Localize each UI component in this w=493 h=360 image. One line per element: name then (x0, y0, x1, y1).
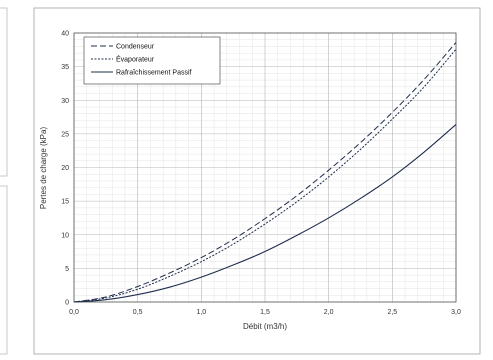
y-tick-label: 30 (61, 98, 69, 105)
y-tick-label: 0 (65, 300, 69, 307)
tick-labels: 0,0 0,5 1,0 1,5 2,0 2,5 3,0 0 5 10 15 20 25 30 35 40 (61, 31, 461, 317)
plot-area-border (73, 32, 457, 303)
y-tick-label: 15 (61, 199, 69, 206)
legend-label-3: Rafraîchissement Passif (116, 70, 192, 77)
x-tick-label: 1,0 (196, 309, 206, 316)
x-tick-label: 2,5 (387, 309, 397, 316)
series-line-3 (73, 124, 457, 303)
series-lines (73, 42, 457, 303)
axes (73, 32, 457, 303)
x-tick-label: 1,5 (260, 309, 270, 316)
grid (73, 32, 457, 303)
series-line-1 (73, 42, 457, 303)
y-tick-label: 40 (61, 31, 69, 38)
y-tick-label: 20 (61, 165, 69, 172)
y-tick-label: 5 (65, 266, 69, 273)
left-panel-fragment-top (0, 7, 8, 177)
left-panel-fragment-bottom (0, 185, 8, 355)
legend: Condenseur Évaporateur Rafraîchissement Pa… (83, 36, 221, 85)
y-tick-label: 10 (61, 232, 69, 239)
x-tick-label: 3,0 (451, 309, 461, 316)
x-tick-label: 2,0 (324, 309, 334, 316)
legend-label-2: Évaporateur (116, 55, 155, 64)
x-axis-title: Débit (m3/h) (243, 322, 287, 331)
y-tick-label: 25 (61, 131, 69, 138)
y-tick-label: 35 (61, 64, 69, 71)
legend-box (83, 36, 221, 85)
x-tick-label: 0,5 (133, 309, 143, 316)
x-tick-label: 0,0 (69, 309, 79, 316)
legend-label-1: Condenseur (116, 44, 155, 51)
y-axis-title: Pertes de charge (kPa) (39, 127, 48, 210)
